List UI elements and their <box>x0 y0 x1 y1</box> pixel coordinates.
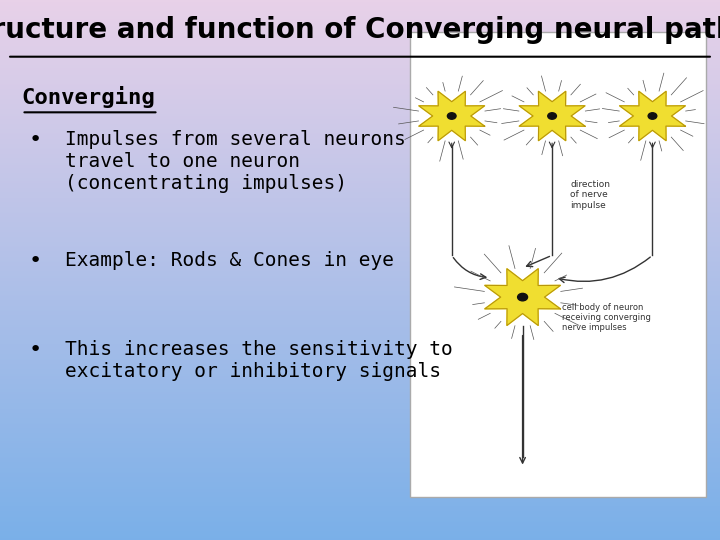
Polygon shape <box>485 269 560 326</box>
Text: cell body of neuron
receiving converging
nerve impulses: cell body of neuron receiving converging… <box>562 302 651 332</box>
Circle shape <box>648 113 657 119</box>
Circle shape <box>447 113 456 119</box>
Polygon shape <box>619 91 685 141</box>
Text: •: • <box>29 340 42 360</box>
Text: Example: Rods & Cones in eye: Example: Rods & Cones in eye <box>65 251 394 270</box>
Text: 1j) Structure and function of Converging neural pathways: 1j) Structure and function of Converging… <box>0 16 720 44</box>
Polygon shape <box>519 91 585 141</box>
Text: Impulses from several neurons
travel to one neuron
(concentrating impulses): Impulses from several neurons travel to … <box>65 130 405 193</box>
Text: direction
of nerve
impulse: direction of nerve impulse <box>570 180 610 210</box>
Text: This increases the sensitivity to
excitatory or inhibitory signals: This increases the sensitivity to excita… <box>65 340 453 381</box>
Text: •: • <box>29 251 42 271</box>
Text: Converging: Converging <box>22 86 156 109</box>
FancyBboxPatch shape <box>410 32 706 497</box>
Circle shape <box>518 293 528 301</box>
Circle shape <box>548 113 557 119</box>
Polygon shape <box>419 91 485 141</box>
Text: •: • <box>29 130 42 150</box>
